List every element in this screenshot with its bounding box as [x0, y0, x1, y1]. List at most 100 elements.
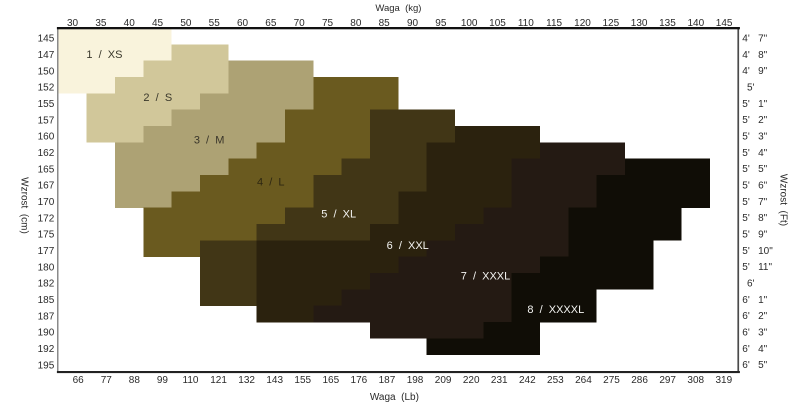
svg-text:187: 187 — [379, 375, 396, 386]
svg-text:6' 2": 6' 2" — [742, 311, 767, 322]
svg-text:Waga (Lb): Waga (Lb) — [370, 392, 419, 403]
svg-text:3 / M: 3 / M — [194, 135, 225, 147]
svg-text:5' 10": 5' 10" — [742, 246, 773, 257]
svg-text:4 / L: 4 / L — [257, 176, 285, 188]
svg-text:286: 286 — [631, 375, 648, 386]
svg-text:Waga (kg): Waga (kg) — [375, 3, 421, 14]
svg-text:135: 135 — [659, 18, 676, 29]
svg-text:7 / XXXL: 7 / XXXL — [461, 270, 511, 282]
svg-text:99: 99 — [157, 375, 169, 386]
svg-text:209: 209 — [435, 375, 452, 386]
svg-text:155: 155 — [38, 99, 55, 110]
svg-text:275: 275 — [603, 375, 620, 386]
svg-text:77: 77 — [101, 375, 113, 386]
svg-text:115: 115 — [546, 18, 562, 29]
svg-text:5' 4": 5' 4" — [742, 148, 767, 159]
svg-text:110: 110 — [183, 375, 199, 386]
svg-text:5' 7": 5' 7" — [742, 197, 767, 208]
svg-text:5 / XL: 5 / XL — [321, 209, 356, 221]
svg-text:130: 130 — [631, 18, 648, 29]
svg-text:6' 5": 6' 5" — [742, 360, 767, 371]
svg-text:5' 2": 5' 2" — [742, 115, 767, 126]
svg-text:155: 155 — [294, 375, 311, 386]
svg-text:5' 8": 5' 8" — [742, 213, 767, 224]
svg-text:5' 6": 5' 6" — [742, 180, 767, 191]
svg-text:55: 55 — [209, 18, 221, 29]
svg-text:70: 70 — [294, 18, 306, 29]
svg-text:176: 176 — [351, 375, 368, 386]
svg-text:88: 88 — [129, 375, 141, 386]
svg-text:80: 80 — [350, 18, 362, 29]
svg-text:5' 5": 5' 5" — [742, 164, 767, 175]
svg-text:1 / XS: 1 / XS — [86, 49, 122, 61]
svg-text:4' 9": 4' 9" — [742, 66, 767, 77]
svg-text:198: 198 — [407, 375, 424, 386]
svg-text:132: 132 — [238, 375, 255, 386]
svg-text:297: 297 — [659, 375, 676, 386]
svg-text:165: 165 — [322, 375, 339, 386]
svg-text:8 / XXXXL: 8 / XXXXL — [527, 304, 584, 316]
svg-text:Wzrost (Ft): Wzrost (Ft) — [777, 174, 788, 226]
svg-text:319: 319 — [715, 375, 732, 386]
svg-text:121: 121 — [210, 375, 227, 386]
svg-text:100: 100 — [461, 18, 478, 29]
svg-text:6 / XXL: 6 / XXL — [387, 240, 429, 252]
svg-text:6' 1": 6' 1" — [742, 295, 767, 306]
svg-text:253: 253 — [547, 375, 564, 386]
svg-text:85: 85 — [379, 18, 391, 29]
svg-text:35: 35 — [95, 18, 107, 29]
svg-text:162: 162 — [38, 148, 55, 159]
svg-text:195: 195 — [38, 360, 55, 371]
svg-text:264: 264 — [575, 375, 592, 386]
svg-text:2 / S: 2 / S — [143, 92, 172, 104]
svg-text:152: 152 — [38, 83, 55, 94]
svg-text:308: 308 — [687, 375, 704, 386]
svg-text:Wzrost (cm): Wzrost (cm) — [19, 177, 30, 234]
svg-text:140: 140 — [687, 18, 704, 29]
svg-text:5' 1": 5' 1" — [742, 99, 767, 110]
svg-text:190: 190 — [38, 328, 55, 339]
svg-text:242: 242 — [519, 375, 536, 386]
svg-text:185: 185 — [38, 295, 55, 306]
svg-text:175: 175 — [38, 230, 55, 241]
svg-text:220: 220 — [463, 375, 480, 386]
svg-text:167: 167 — [38, 181, 55, 192]
svg-text:90: 90 — [407, 18, 419, 29]
svg-text:6' 4": 6' 4" — [742, 344, 767, 355]
svg-text:110: 110 — [518, 18, 534, 29]
svg-text:192: 192 — [38, 344, 55, 355]
svg-text:120: 120 — [574, 18, 591, 29]
svg-text:182: 182 — [38, 279, 55, 290]
svg-text:160: 160 — [38, 132, 55, 143]
svg-text:45: 45 — [152, 18, 164, 29]
svg-text:4' 7": 4' 7" — [742, 33, 767, 44]
svg-text:165: 165 — [38, 164, 55, 175]
svg-text:150: 150 — [38, 66, 55, 77]
svg-text:5': 5' — [747, 82, 755, 93]
svg-text:95: 95 — [435, 18, 447, 29]
svg-text:6' 3": 6' 3" — [742, 327, 767, 338]
svg-text:66: 66 — [73, 375, 85, 386]
svg-text:143: 143 — [266, 375, 283, 386]
svg-text:50: 50 — [180, 18, 192, 29]
svg-text:5' 9": 5' 9" — [742, 229, 767, 240]
svg-text:170: 170 — [38, 197, 55, 208]
svg-text:5' 3": 5' 3" — [742, 131, 767, 142]
svg-text:172: 172 — [38, 213, 55, 224]
svg-text:5' 11": 5' 11" — [742, 262, 772, 273]
svg-text:60: 60 — [237, 18, 249, 29]
svg-text:40: 40 — [124, 18, 136, 29]
svg-text:187: 187 — [38, 311, 55, 322]
svg-text:145: 145 — [38, 34, 55, 45]
svg-text:4' 8": 4' 8" — [742, 50, 767, 61]
svg-text:180: 180 — [38, 262, 55, 273]
svg-text:6': 6' — [747, 278, 755, 289]
svg-text:145: 145 — [716, 18, 733, 29]
svg-text:177: 177 — [38, 246, 55, 257]
svg-text:65: 65 — [265, 18, 277, 29]
svg-text:30: 30 — [67, 18, 79, 29]
svg-text:125: 125 — [602, 18, 619, 29]
svg-text:75: 75 — [322, 18, 334, 29]
svg-text:231: 231 — [491, 375, 508, 386]
svg-text:157: 157 — [38, 115, 55, 126]
